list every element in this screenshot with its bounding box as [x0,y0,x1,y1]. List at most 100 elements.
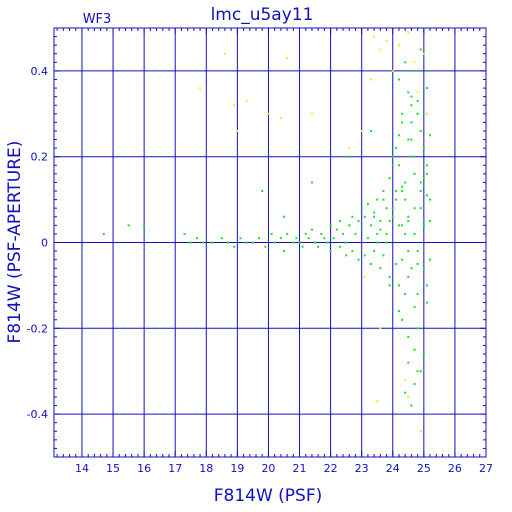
green-data-point [397,224,400,227]
green-data-point [348,224,351,227]
yellow-data-point [419,430,422,433]
green-data-point [385,232,388,235]
green-data-point [397,164,400,167]
x-tick-label: 18 [199,462,213,475]
green-data-point [195,237,198,240]
green-data-point [404,198,407,201]
green-data-point [388,284,391,287]
grid [54,28,487,457]
green-data-point [360,228,363,231]
yellow-data-point [407,31,410,34]
green-data-point [233,245,236,248]
green-data-point [357,258,360,261]
green-data-point [422,224,425,227]
green-data-point [391,155,394,158]
green-data-point [422,353,425,356]
x-tick-label: 15 [106,462,120,475]
yellow-data-point [416,91,419,94]
green-data-point [419,181,422,184]
green-data-point [410,104,413,107]
green-data-point [351,215,354,218]
green-data-point [397,78,400,81]
green-data-point [329,250,332,253]
green-data-point [342,232,345,235]
green-data-point [220,237,223,240]
green-data-point [397,134,400,137]
green-data-point [354,232,357,235]
green-data-point [388,220,391,223]
green-data-point [382,190,385,193]
green-data-point [401,190,404,193]
green-data-point [273,241,276,244]
y-tick-label: -0.4 [27,408,48,421]
green-data-point [388,177,391,180]
corner-label: WF3 [83,12,112,27]
green-data-point [320,232,323,235]
yellow-data-point [422,52,425,55]
green-data-point [410,138,413,141]
green-data-point [345,241,348,244]
green-data-point [413,207,416,210]
green-data-point [382,198,385,201]
green-data-point [304,232,307,235]
green-data-point [292,241,295,244]
green-data-point [425,87,428,90]
green-data-point [258,237,261,240]
x-tick-labels: 14 15 16 17 18 19 20 21 22 23 24 25 26 27 [75,462,493,475]
x-tick-label: 22 [324,462,338,475]
green-data-point [143,224,146,227]
y-tick-label: -0.2 [27,322,48,335]
green-data-point [404,292,407,295]
green-data-point [404,61,407,64]
green-data-point [323,237,326,240]
green-data-point [410,155,413,158]
green-data-point [388,275,391,278]
x-tick-label: 24 [386,462,400,475]
green-data-point [373,211,376,214]
green-data-point [307,237,310,240]
green-data-point [429,198,432,201]
x-tick-label: 25 [417,462,431,475]
chart-title: lmc_u5ay11 [211,5,314,25]
x-tick-label: 27 [479,462,493,475]
green-data-point [401,258,404,261]
green-data-point [407,335,410,338]
green-data-point [314,241,317,244]
green-data-point [310,228,313,231]
y-tick-labels: -0.4 -0.2 0 0.2 0.4 [27,65,48,421]
x-tick-label: 19 [230,462,244,475]
x-tick-label: 16 [137,462,151,475]
green-data-point [189,241,192,244]
green-data-point [416,112,419,115]
green-data-point [282,215,285,218]
yellow-data-point [267,112,270,115]
green-data-point [429,220,432,223]
green-data-point [360,207,363,210]
green-data-point [366,237,369,240]
green-data-point [410,95,413,98]
x-tick-label: 23 [355,462,369,475]
yellow-data-point [379,48,382,51]
yellow-data-point [370,78,373,81]
green-data-point [366,202,369,205]
green-data-point [425,164,428,167]
green-data-point [425,284,428,287]
green-data-point [429,258,432,261]
green-data-point [404,391,407,394]
green-data-point [407,215,410,218]
yellow-data-point [376,400,379,403]
green-data-point [404,181,407,184]
green-data-point [357,220,360,223]
x-axis-label: F814W (PSF) [214,486,323,506]
green-data-point [363,215,366,218]
green-data-point [407,250,410,253]
green-data-point [376,241,379,244]
green-data-point [429,134,432,137]
green-data-point [416,262,419,265]
y-tick-label: 0.2 [31,151,49,164]
green-data-point [413,232,416,235]
green-data-point [261,190,264,193]
green-data-point [422,267,425,270]
green-data-point [401,318,404,321]
yellow-data-point [391,69,394,72]
